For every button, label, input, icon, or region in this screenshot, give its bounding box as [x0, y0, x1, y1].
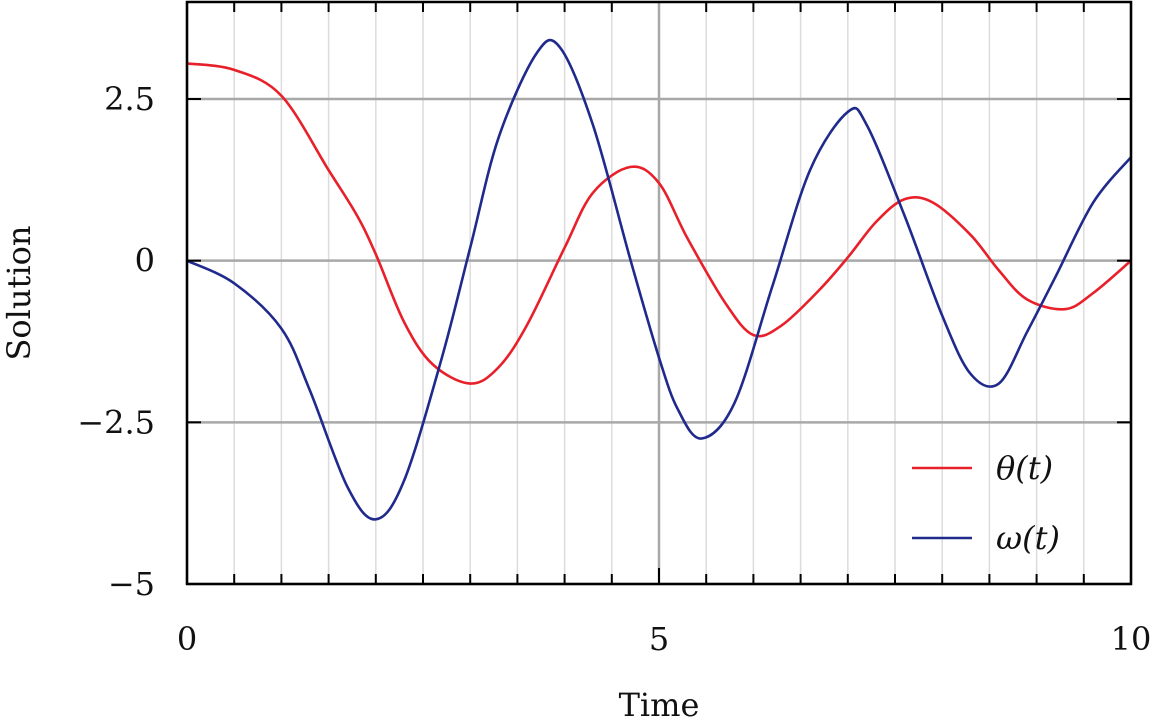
y-axis-title: Solution: [0, 226, 38, 361]
y-tick-label: −5: [108, 565, 155, 603]
legend-label-2: ω(t): [996, 519, 1060, 557]
y-tick-label: 0: [135, 242, 155, 280]
grid: [187, 2, 1131, 584]
x-axis-title: Time: [619, 686, 700, 719]
y-tick-label: −2.5: [77, 403, 155, 441]
y-tick-label: 2.5: [104, 80, 155, 118]
x-tick-label: 0: [177, 620, 197, 658]
ticks: 0 5 10 −5 −2.5 0 2.5: [77, 2, 1151, 658]
legend: θ(t) ω(t): [912, 449, 1060, 557]
legend-label-1: θ(t): [996, 449, 1053, 487]
x-tick-label: 5: [649, 620, 669, 658]
x-tick-label: 10: [1111, 620, 1152, 658]
